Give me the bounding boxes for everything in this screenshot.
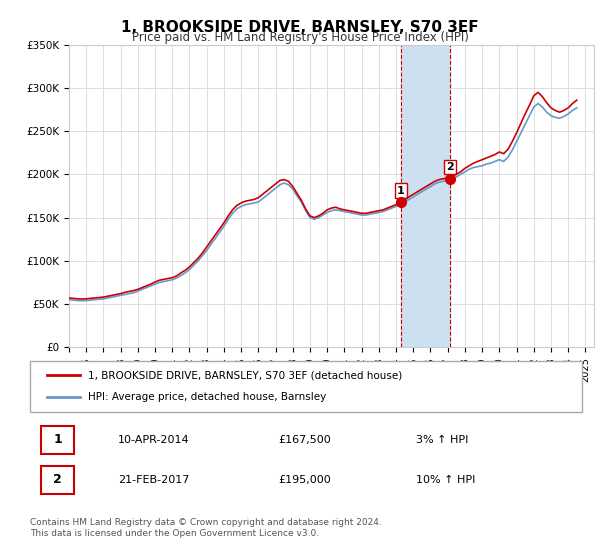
Text: 1: 1 [53,433,62,446]
Text: This data is licensed under the Open Government Licence v3.0.: This data is licensed under the Open Gov… [30,529,319,538]
Text: 3% ↑ HPI: 3% ↑ HPI [416,435,469,445]
FancyBboxPatch shape [41,466,74,493]
Bar [401,45,450,347]
Text: 1: 1 [397,185,404,195]
Text: HPI: Average price, detached house, Barnsley: HPI: Average price, detached house, Barn… [88,393,326,403]
Text: £167,500: £167,500 [278,435,331,445]
Text: 10-APR-2014: 10-APR-2014 [118,435,190,445]
Text: 2: 2 [53,473,62,486]
FancyBboxPatch shape [30,361,582,412]
Text: Contains HM Land Registry data © Crown copyright and database right 2024.: Contains HM Land Registry data © Crown c… [30,518,382,527]
Text: £195,000: £195,000 [278,475,331,485]
Text: 2: 2 [446,162,454,172]
Text: 1, BROOKSIDE DRIVE, BARNSLEY, S70 3EF (detached house): 1, BROOKSIDE DRIVE, BARNSLEY, S70 3EF (d… [88,370,402,380]
FancyBboxPatch shape [41,426,74,454]
Text: Price paid vs. HM Land Registry's House Price Index (HPI): Price paid vs. HM Land Registry's House … [131,31,469,44]
Text: 21-FEB-2017: 21-FEB-2017 [118,475,190,485]
Text: 10% ↑ HPI: 10% ↑ HPI [416,475,476,485]
Text: 1, BROOKSIDE DRIVE, BARNSLEY, S70 3EF: 1, BROOKSIDE DRIVE, BARNSLEY, S70 3EF [121,20,479,35]
